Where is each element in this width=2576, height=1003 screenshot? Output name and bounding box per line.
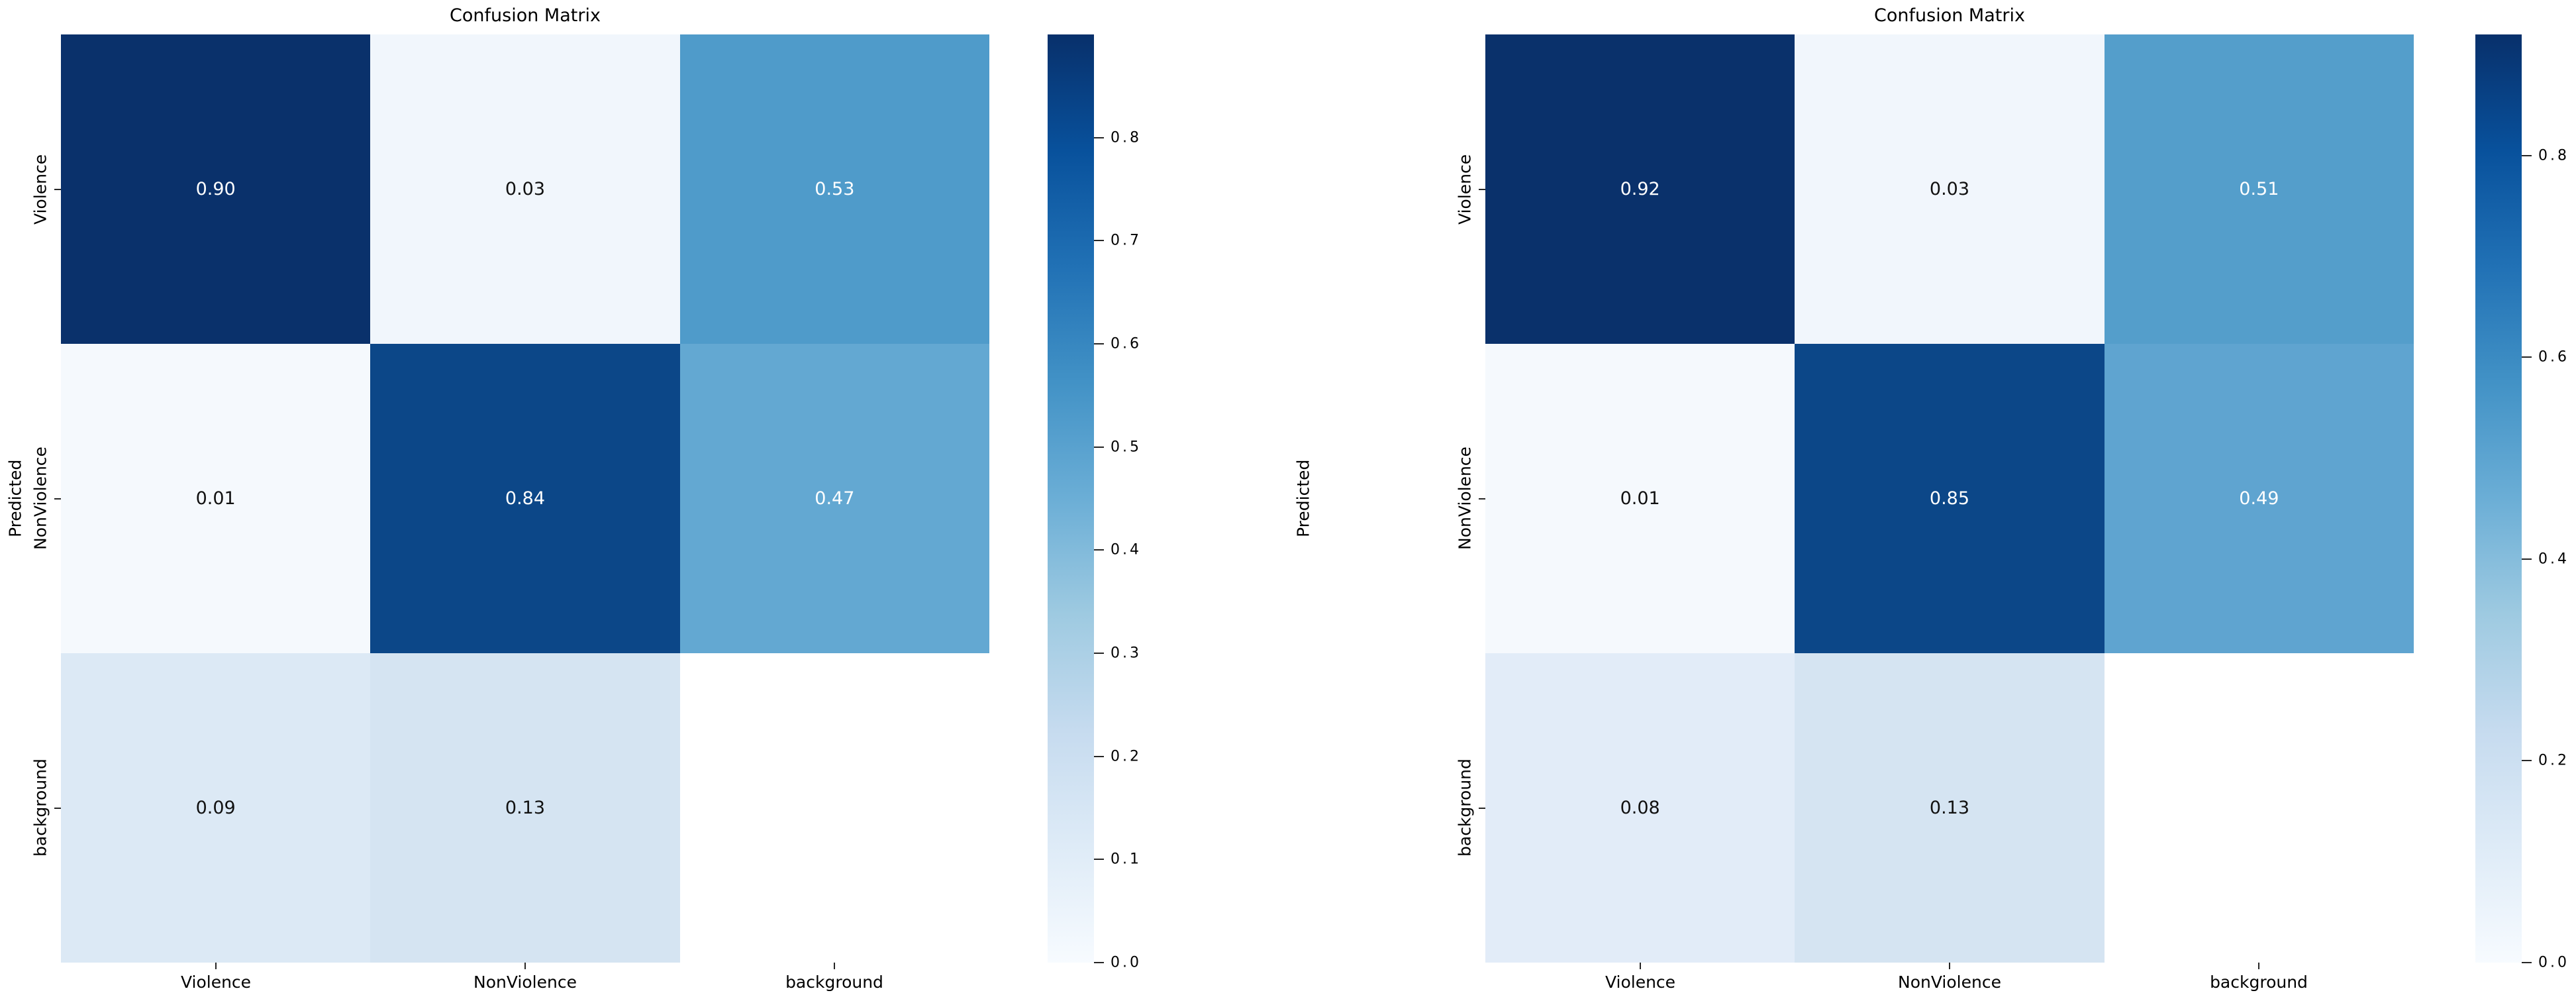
- colorbar-tick-mark: [1094, 343, 1104, 344]
- confusion-matrix-figure-left: Confusion Matrix Predicted 0.90 0.03 0.53 0…: [5, 5, 1142, 992]
- colorbar-tick-mark: [1094, 136, 1104, 138]
- y-tick-mark: [1479, 498, 1485, 500]
- colorbar-tick-mark: [2522, 962, 2532, 963]
- chart-title: Confusion Matrix: [1874, 5, 2025, 26]
- heatmap-cell: 0.03: [1795, 34, 2105, 344]
- y-tick-mark: [54, 807, 61, 809]
- colorbar-tick-mark: [2522, 760, 2532, 762]
- heatmap-cell: 0.09: [61, 653, 371, 963]
- heatmap-cell: 0.51: [2104, 34, 2414, 344]
- heatmap-cell: 0.49: [2104, 344, 2414, 653]
- heatmap-cell: 0.53: [679, 34, 989, 344]
- colorbar-tick-mark: [1094, 549, 1104, 551]
- x-tick-mark: [2257, 963, 2259, 969]
- x-tick-mark: [215, 963, 217, 969]
- colorbar-tick-label: 0.4: [2538, 551, 2569, 568]
- y-tick-mark: [1479, 188, 1485, 190]
- colorbar-tick-label: 0.8: [2538, 147, 2569, 164]
- colorbar-tick-label: 0.0: [2538, 954, 2569, 971]
- y-tick-mark: [1479, 807, 1485, 809]
- colorbar-tick-label: 0.1: [1111, 851, 1142, 868]
- colorbar-tick-mark: [1094, 653, 1104, 654]
- colorbar-tick-label: 0.7: [1111, 232, 1142, 249]
- colorbar-tick-label: 0.6: [1111, 335, 1142, 352]
- x-tick-mark: [524, 963, 526, 969]
- x-tick-label: background: [785, 973, 883, 992]
- colorbar-tick-label: 0.2: [1111, 748, 1142, 765]
- y-tick-label: NonViolence: [1455, 447, 1475, 551]
- colorbar-tick-mark: [1094, 240, 1104, 242]
- x-tick-label: Violence: [1605, 973, 1676, 992]
- x-tick-mark: [833, 963, 835, 969]
- heatmap-grid: 0.90 0.03 0.53 0.01 0.84 0.47 0.09 0.13: [61, 34, 989, 963]
- heatmap-cell: [679, 653, 989, 963]
- heatmap-cell: 0.47: [679, 344, 989, 653]
- heatmap-cell: 0.08: [1485, 653, 1795, 963]
- colorbar-gradient: [1048, 34, 1094, 963]
- x-tick-label: NonViolence: [1898, 973, 2001, 992]
- y-tick-label: background: [30, 759, 50, 857]
- colorbar-tick-label: 0.2: [2538, 752, 2569, 769]
- colorbar-tick-label: 0.6: [2538, 348, 2569, 366]
- heatmap-cell: 0.92: [1485, 34, 1795, 344]
- y-axis-label: Predicted: [1293, 459, 1313, 538]
- heatmap-cell: 0.03: [370, 34, 680, 344]
- y-tick-label: Violence: [1455, 154, 1475, 225]
- heatmap-cell: 0.13: [370, 653, 680, 963]
- y-axis-label: Predicted: [5, 459, 25, 538]
- x-tick-mark: [1639, 963, 1641, 969]
- colorbar-tick-mark: [1094, 755, 1104, 757]
- y-tick-label: Violence: [30, 154, 50, 225]
- colorbar-tick-label: 0.8: [1111, 129, 1142, 146]
- colorbar-tick-mark: [1094, 962, 1104, 963]
- y-tick-mark: [54, 188, 61, 190]
- colorbar-tick-label: 0.5: [1111, 439, 1142, 456]
- colorbar-tick-mark: [1094, 859, 1104, 861]
- heatmap-cell: 0.01: [1485, 344, 1795, 653]
- chart-title: Confusion Matrix: [450, 5, 601, 26]
- y-tick-label: NonViolence: [30, 447, 50, 551]
- x-tick-label: background: [2210, 973, 2308, 992]
- heatmap-cell: [2104, 653, 2414, 963]
- heatmap-grid: 0.92 0.03 0.51 0.01 0.85 0.49 0.08 0.13: [1485, 34, 2414, 963]
- x-tick-label: NonViolence: [473, 973, 577, 992]
- colorbar-tick-label: 0.3: [1111, 645, 1142, 662]
- colorbar-tick-label: 0.0: [1111, 954, 1142, 971]
- y-tick-label: background: [1455, 759, 1475, 857]
- x-tick-label: Violence: [180, 973, 252, 992]
- colorbar-tick-mark: [2522, 558, 2532, 560]
- colorbar-tick-mark: [2522, 154, 2532, 156]
- x-tick-mark: [1948, 963, 1950, 969]
- y-tick-mark: [54, 498, 61, 500]
- colorbar-gradient: [2475, 34, 2522, 963]
- colorbar-tick-label: 0.4: [1111, 541, 1142, 558]
- confusion-matrix-figure-right: Confusion Matrix Predicted 0.92 0.03 0.51 0…: [1288, 0, 2576, 1003]
- colorbar-tick-mark: [2522, 356, 2532, 358]
- heatmap-cell: 0.13: [1795, 653, 2105, 963]
- heatmap-cell: 0.84: [370, 344, 680, 653]
- heatmap-cell: 0.90: [61, 34, 371, 344]
- heatmap-cell: 0.01: [61, 344, 371, 653]
- heatmap-cell: 0.85: [1795, 344, 2105, 653]
- colorbar-tick-mark: [1094, 446, 1104, 448]
